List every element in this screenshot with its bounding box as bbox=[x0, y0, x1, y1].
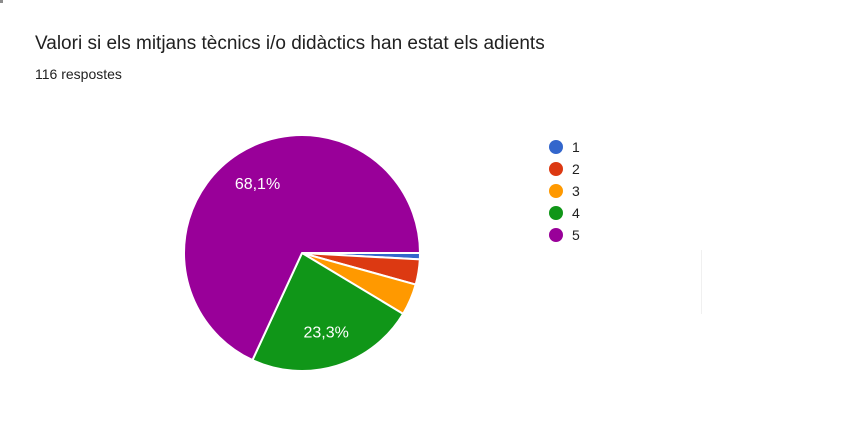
legend-item-label: 2 bbox=[572, 161, 580, 177]
legend-item-label: 3 bbox=[572, 183, 580, 199]
legend-item-5: 5 bbox=[549, 224, 580, 246]
responses-count: 116 respostes bbox=[35, 66, 122, 82]
faint-divider-line bbox=[701, 250, 702, 314]
legend-item-3: 3 bbox=[549, 180, 580, 202]
legend-item-1: 1 bbox=[549, 136, 580, 158]
corner-artifact bbox=[0, 0, 3, 3]
pie-slice-4[interactable] bbox=[251, 252, 405, 372]
legend-color-dot-icon bbox=[549, 228, 563, 242]
legend: 1 2 3 4 5 bbox=[549, 136, 580, 246]
legend-color-dot-icon bbox=[549, 162, 563, 176]
pie-slice-5[interactable] bbox=[183, 134, 421, 362]
legend-item-2: 2 bbox=[549, 158, 580, 180]
pie-chart: 23,3% 68,1% bbox=[183, 134, 422, 372]
question-title: Valori si els mitjans tècnics i/o didàct… bbox=[35, 33, 545, 54]
legend-item-4: 4 bbox=[549, 202, 580, 224]
legend-color-dot-icon bbox=[549, 140, 563, 154]
legend-item-label: 1 bbox=[572, 139, 580, 155]
pie-slice-percent-label-4: 23,3% bbox=[304, 325, 349, 342]
pie-slice-percent-label-5: 68,1% bbox=[235, 176, 280, 193]
legend-item-label: 4 bbox=[572, 205, 580, 221]
legend-item-label: 5 bbox=[572, 227, 580, 243]
legend-color-dot-icon bbox=[549, 184, 563, 198]
legend-color-dot-icon bbox=[549, 206, 563, 220]
